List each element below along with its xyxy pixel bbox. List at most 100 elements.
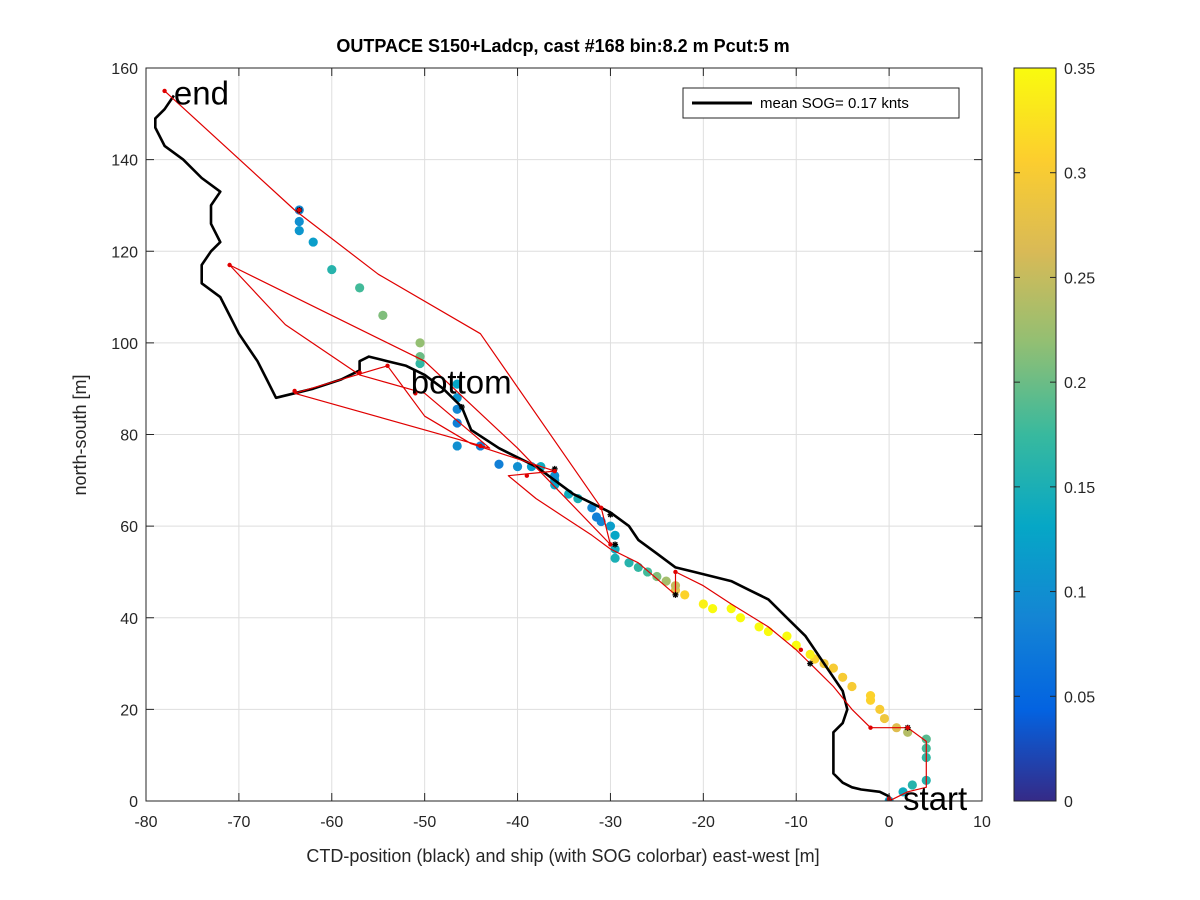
ship-sog-point: [907, 780, 917, 790]
main-axes: -80 -70 -60 -50 -40 -30 -20 -10 0 100204060801001…: [111, 61, 991, 831]
x-axis-label: CTD-position (black) and ship (with SOG …: [306, 846, 819, 866]
colorbar-tick-label: 0.05: [1064, 689, 1095, 706]
x-tick-label: -60: [320, 814, 343, 831]
ship-sog-point: [308, 237, 318, 247]
colorbar-tick-label: 0.1: [1064, 585, 1086, 602]
y-tick-label: 40: [120, 611, 138, 628]
ship-sog-point: [512, 461, 523, 472]
x-tick-label: -20: [692, 814, 715, 831]
ship-sog-point: [355, 283, 365, 293]
x-tick-label: -30: [599, 814, 622, 831]
ship-sog-point: [754, 622, 764, 632]
ship-sog-point: [782, 631, 792, 641]
ctd-star-marker: [458, 404, 465, 411]
red-point-marker: [798, 647, 804, 653]
ship-sog-point: [661, 576, 671, 586]
colorbar-tick-label: 0.35: [1064, 61, 1095, 78]
ship-sog-point: [875, 704, 885, 714]
red-point-marker: [385, 363, 390, 368]
ship-sog-point: [452, 379, 462, 389]
y-axis-label: north-south [m]: [70, 374, 90, 495]
colorbar-bar: [1013, 67, 1057, 802]
red-point-marker: [227, 262, 232, 268]
ship-ctd-connector-line: [164, 90, 927, 801]
x-tick-label: -10: [785, 814, 808, 831]
ctd-star-marker: [551, 465, 558, 472]
ship-sog-point: [726, 603, 736, 614]
chart-title: OUTPACE S150+Ladcp, cast #168 bin:8.2 m …: [336, 36, 789, 56]
y-tick-label: 140: [111, 153, 138, 170]
ship-sog-point: [698, 599, 708, 609]
ship-sog-point: [898, 787, 908, 797]
ship-sog-point: [494, 459, 504, 469]
ship-sog-point: [805, 649, 815, 660]
ship-sog-point: [838, 672, 848, 682]
ship-sog-point: [921, 734, 931, 744]
ship-sog-point: [294, 216, 304, 227]
ship-sog-point: [610, 544, 620, 554]
red-point-marker: [608, 542, 613, 547]
x-tick-label: 0: [885, 814, 894, 831]
ctd-star-marker: [612, 541, 619, 548]
x-tick-label: -80: [134, 814, 157, 831]
ship-sog-point: [294, 226, 304, 236]
y-tick-label: 160: [111, 61, 138, 78]
y-tick-label: 120: [111, 244, 138, 261]
red-point-marker: [292, 388, 297, 394]
ship-sog-point: [415, 338, 425, 348]
colorbar: 0 0.05 0.1 0.15 0.2 0.25 0.3 0.35: [1013, 61, 1095, 811]
ship-sog-point: [591, 512, 602, 522]
axis-tick-labels: -80 -70 -60 -50 -40 -30 -20 -10 0 100204060801001…: [111, 61, 991, 831]
red-point-marker: [552, 468, 557, 474]
y-tick-label: 60: [120, 519, 138, 536]
red-point-marker: [162, 88, 167, 94]
ship-sog-point: [624, 558, 634, 568]
x-tick-label: -70: [227, 814, 250, 831]
legend-label: mean SOG= 0.17 knts: [760, 95, 909, 112]
axis-ticks: [145, 67, 983, 802]
ship-sog-point: [828, 663, 838, 673]
colorbar-tick-label: 0.15: [1064, 480, 1095, 497]
ship-sog-point: [633, 562, 643, 572]
annotation-bottom: bottom: [411, 363, 512, 400]
ship-sog-point: [865, 691, 876, 701]
colorbar-tick-label: 0.2: [1064, 375, 1086, 392]
ship-sog-point: [652, 571, 662, 582]
ctd-star-marker: [672, 591, 679, 598]
ship-sog-point: [708, 603, 718, 614]
y-tick-label: 80: [120, 428, 138, 445]
ship-sog-point: [735, 613, 746, 623]
red-point-marker: [478, 443, 483, 449]
red-point-marker: [905, 725, 910, 730]
x-tick-label: 10: [973, 814, 991, 831]
legend: mean SOG= 0.17 knts: [682, 87, 960, 119]
colorbar-tick-label: 0.25: [1064, 270, 1095, 287]
x-tick-label: -40: [506, 814, 529, 831]
ctd-track-line: [154, 94, 891, 801]
ship-sog-point: [763, 626, 773, 637]
ship-sog-point: [452, 418, 462, 428]
ship-sog-point: [378, 310, 388, 320]
legend-box: [682, 87, 960, 119]
x-tick-label: -50: [413, 814, 436, 831]
ship-sog-point: [643, 567, 653, 577]
colorbar-tick-label: 0.3: [1064, 166, 1086, 183]
ship-sog-point: [452, 441, 462, 451]
ship-sog-point: [415, 358, 425, 369]
annotations: end bottom start: [174, 75, 967, 818]
y-tick-label: 100: [111, 336, 138, 353]
ship-sog-point: [847, 681, 857, 692]
colorbar-tick-label: 0: [1064, 794, 1073, 811]
annotation-start: start: [903, 780, 967, 817]
ship-sog-point: [610, 553, 620, 563]
red-point-marker: [673, 569, 678, 575]
ctd-star-marker: [607, 511, 614, 518]
ship-sog-point: [605, 521, 616, 531]
red-point-marker: [297, 207, 302, 213]
red-point-marker: [413, 391, 418, 396]
ctd-star-marker: [807, 660, 814, 667]
red-point-marker: [598, 505, 604, 510]
ship-sog-point: [610, 530, 620, 540]
red-point-marker: [868, 725, 873, 730]
